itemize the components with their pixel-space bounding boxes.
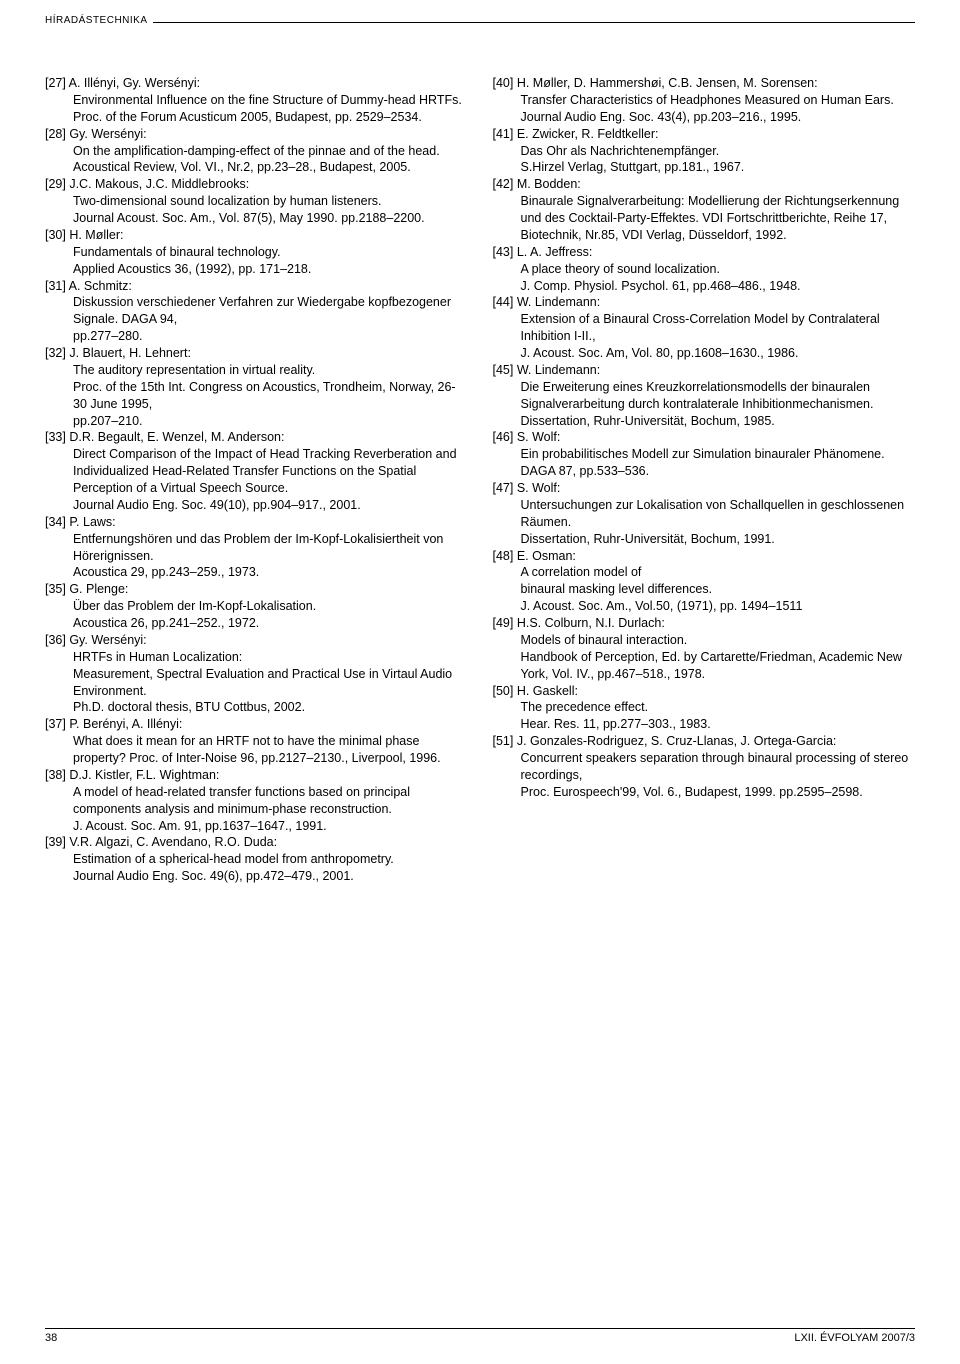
reference-item: [40] H. Møller, D. Hammershøi, C.B. Jens… (493, 75, 916, 126)
reference-item: [34] P. Laws:Entfernungshören und das Pr… (45, 514, 468, 582)
reference-item: [32] J. Blauert, H. Lehnert:The auditory… (45, 345, 468, 429)
reference-item: [33] D.R. Begault, E. Wenzel, M. Anderso… (45, 429, 468, 513)
left-column: [27] A. Illényi, Gy. Wersényi:Environmen… (45, 75, 468, 885)
reference-item: [30] H. Møller:Fundamentals of binaural … (45, 227, 468, 278)
reference-item: [28] Gy. Wersényi:On the amplification-d… (45, 126, 468, 177)
references-content: [27] A. Illényi, Gy. Wersényi:Environmen… (45, 75, 915, 885)
reference-item: [42] M. Bodden:Binaurale Signalverarbeit… (493, 176, 916, 244)
reference-item: [38] D.J. Kistler, F.L. Wightman:A model… (45, 767, 468, 835)
reference-item: [45] W. Lindemann:Die Erweiterung eines … (493, 362, 916, 430)
reference-item: [43] L. A. Jeffress:A place theory of so… (493, 244, 916, 295)
reference-item: [46] S. Wolf:Ein probabilitisches Modell… (493, 429, 916, 480)
page-footer: 38 LXII. ÉVFOLYAM 2007/3 (45, 1328, 915, 1344)
reference-item: [27] A. Illényi, Gy. Wersényi:Environmen… (45, 75, 468, 126)
section-header: HÍRADÁSTECHNIKA (45, 15, 153, 26)
reference-item: [31] A. Schmitz:Diskussion verschiedener… (45, 278, 468, 346)
issue-label: LXII. ÉVFOLYAM 2007/3 (794, 1332, 915, 1344)
reference-item: [50] H. Gaskell:The precedence effect.He… (493, 683, 916, 734)
reference-item: [49] H.S. Colburn, N.I. Durlach:Models o… (493, 615, 916, 683)
reference-item: [29] J.C. Makous, J.C. Middlebrooks:Two-… (45, 176, 468, 227)
reference-item: [37] P. Berényi, A. Illényi:What does it… (45, 716, 468, 767)
reference-item: [51] J. Gonzales-Rodriguez, S. Cruz-Llan… (493, 733, 916, 801)
reference-item: [36] Gy. Wersényi:HRTFs in Human Localiz… (45, 632, 468, 716)
reference-item: [47] S. Wolf:Untersuchungen zur Lokalisa… (493, 480, 916, 548)
reference-item: [35] G. Plenge:Über das Problem der Im-K… (45, 581, 468, 632)
reference-item: [39] V.R. Algazi, C. Avendano, R.O. Duda… (45, 834, 468, 885)
header-divider (45, 22, 915, 23)
page-number: 38 (45, 1332, 57, 1344)
right-column: [40] H. Møller, D. Hammershøi, C.B. Jens… (493, 75, 916, 885)
reference-item: [48] E. Osman:A correlation model ofbina… (493, 548, 916, 616)
reference-item: [41] E. Zwicker, R. Feldtkeller:Das Ohr … (493, 126, 916, 177)
reference-item: [44] W. Lindemann:Extension of a Binaura… (493, 294, 916, 362)
